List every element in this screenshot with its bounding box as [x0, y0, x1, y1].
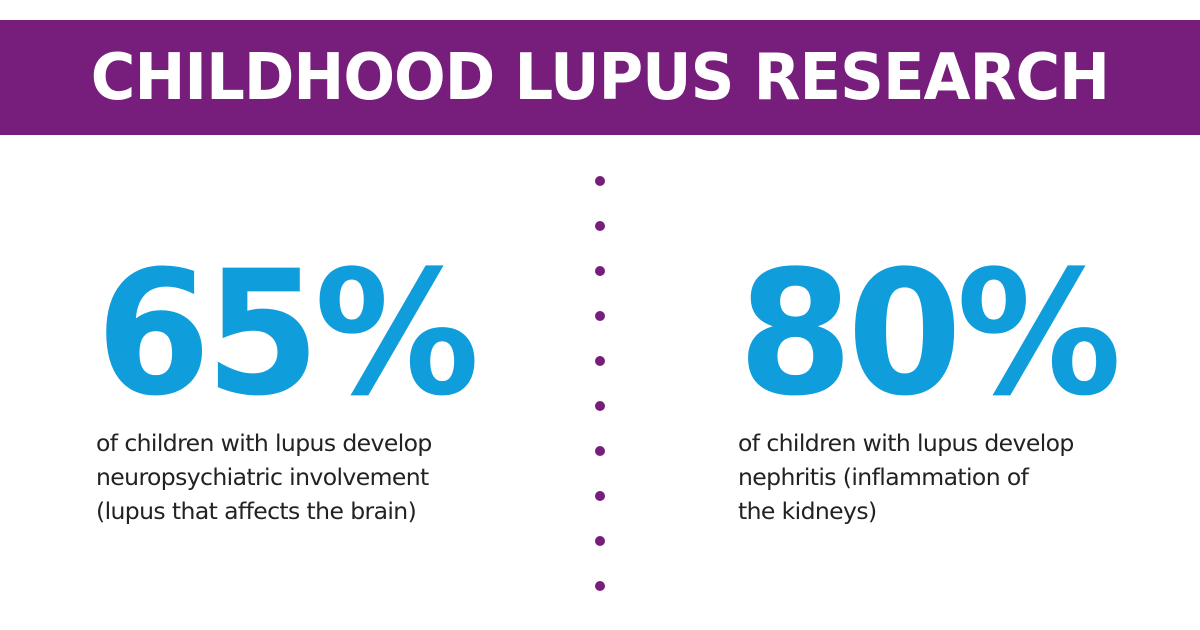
page-title: CHILDHOOD LUPUS RESEARCH	[90, 40, 1110, 115]
stat-description-line: (lupus that affects the brain)	[96, 497, 417, 525]
dot-icon	[595, 581, 605, 591]
stat-description-line: of children with lupus develop	[96, 429, 432, 457]
dot-icon	[595, 311, 605, 321]
dot-icon	[595, 356, 605, 366]
stat-value: 65%	[96, 233, 480, 434]
stat-description-line: neuropsychiatric involvement	[96, 463, 429, 491]
header-banner: CHILDHOOD LUPUS RESEARCH	[0, 20, 1200, 135]
dot-icon	[595, 221, 605, 231]
stat-description-line: of children with lupus develop	[738, 429, 1074, 457]
dot-icon	[595, 491, 605, 501]
stat-neuropsychiatric: 65% of children with lupus develop neuro…	[96, 248, 490, 528]
dot-icon	[595, 446, 605, 456]
dotted-divider	[595, 176, 605, 596]
stat-description: of children with lupus develop neuropsyc…	[96, 426, 490, 528]
dot-icon	[595, 176, 605, 186]
stat-value: 80%	[738, 233, 1122, 434]
stat-description: of children with lupus develop nephritis…	[738, 426, 1132, 528]
dot-icon	[595, 536, 605, 546]
stat-description-line: the kidneys)	[738, 497, 877, 525]
stat-nephritis: 80% of children with lupus develop nephr…	[738, 248, 1132, 528]
dot-icon	[595, 266, 605, 276]
dot-icon	[595, 401, 605, 411]
stat-description-line: nephritis (inflammation of	[738, 463, 1029, 491]
